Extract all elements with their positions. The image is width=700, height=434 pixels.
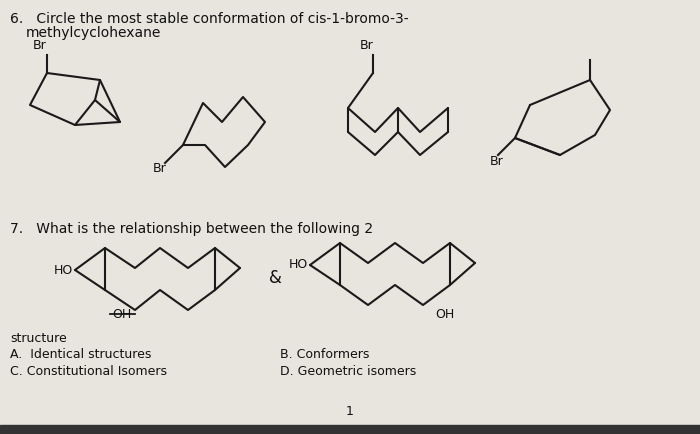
Text: HO: HO (54, 263, 73, 276)
Text: D. Geometric isomers: D. Geometric isomers (280, 365, 416, 378)
Text: 6.   Circle the most stable conformation of cis-1-bromo-3-: 6. Circle the most stable conformation o… (10, 12, 409, 26)
Text: Br: Br (153, 162, 167, 175)
Text: 1: 1 (346, 405, 354, 418)
Text: OH: OH (435, 308, 454, 321)
Text: HO: HO (288, 259, 308, 272)
Text: B. Conformers: B. Conformers (280, 348, 370, 361)
Text: methylcyclohexane: methylcyclohexane (26, 26, 162, 40)
Text: &: & (269, 269, 281, 287)
Text: Br: Br (33, 39, 47, 52)
Text: Br: Br (490, 155, 504, 168)
Bar (0, 425, 700, 434)
Text: C. Constitutional Isomers: C. Constitutional Isomers (10, 365, 167, 378)
Text: OH: OH (112, 308, 132, 321)
Text: 7.   What is the relationship between the following 2: 7. What is the relationship between the … (10, 222, 373, 236)
Text: Br: Br (360, 39, 374, 52)
Text: A.  Identical structures: A. Identical structures (10, 348, 151, 361)
Text: structure: structure (10, 332, 66, 345)
